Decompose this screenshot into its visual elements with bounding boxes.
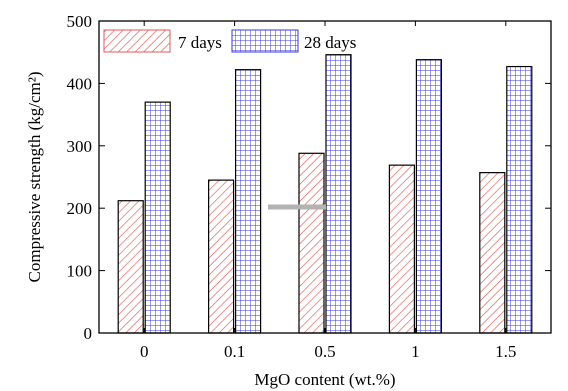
legend-swatch-28-days <box>231 29 299 53</box>
x-tick-label-4: 1.5 <box>495 342 516 361</box>
x-axis-label: MgO content (wt.%) <box>254 370 395 389</box>
legend: 7 days 28 days <box>103 29 356 53</box>
legend-label-28-days: 28 days <box>304 33 356 52</box>
y-tick-label-5: 500 <box>67 12 93 31</box>
bar-28-days-2 <box>325 54 352 334</box>
x-tick-label-1: 0.1 <box>224 342 245 361</box>
bar-7-days-4 <box>479 172 506 334</box>
y-tick-label-2: 200 <box>67 199 93 218</box>
bar-28-days-1 <box>235 69 262 334</box>
bars-layer <box>117 54 533 334</box>
bar-7-days-3 <box>388 164 415 334</box>
bar-7-days-0 <box>117 200 144 334</box>
bar-28-days-0 <box>144 101 171 334</box>
y-tick-label-0: 0 <box>84 324 93 343</box>
x-tick-label-0: 0 <box>140 342 149 361</box>
bar-7-days-2 <box>298 152 325 334</box>
y-tick-label-4: 400 <box>67 74 93 93</box>
bar-7-days-1 <box>208 179 235 334</box>
bar-28-days-4 <box>506 65 533 334</box>
legend-swatch-7-days <box>103 29 171 53</box>
legend-label-7-days: 7 days <box>178 33 222 52</box>
x-tick-label-3: 1 <box>411 342 420 361</box>
x-tick-label-2: 0.5 <box>314 342 335 361</box>
y-tick-label-3: 300 <box>67 137 93 156</box>
bar-28-days-3 <box>415 59 442 334</box>
y-tick-label-1: 100 <box>67 262 93 281</box>
y-axis-label: Compressive strength (kg/cm²) <box>25 72 44 283</box>
ticks-layer: 0 0.1 0.5 1 1.5 0 100 200 300 400 500 <box>67 12 551 361</box>
